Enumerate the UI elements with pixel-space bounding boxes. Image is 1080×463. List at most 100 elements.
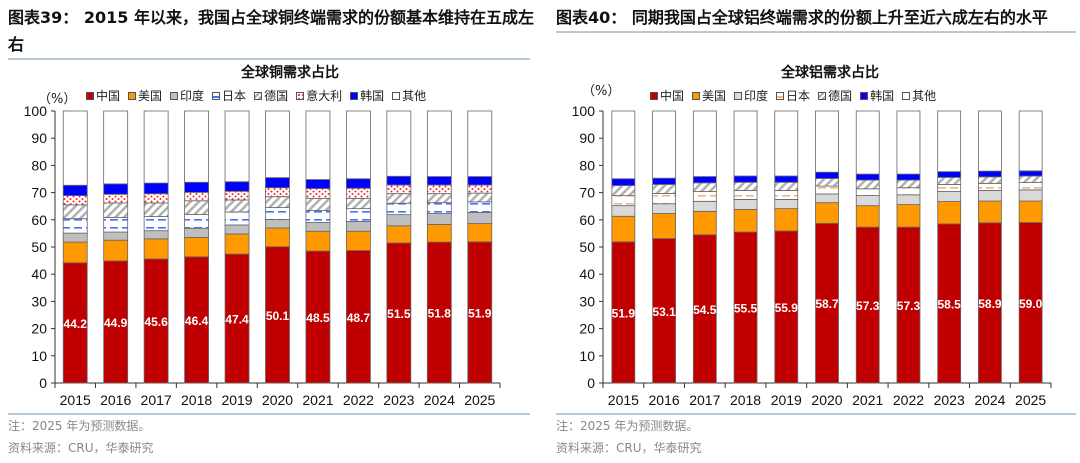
bar-segment-2025-日本 bbox=[467, 201, 493, 213]
bar-segment-2019-美国 bbox=[224, 233, 250, 255]
bar-segment-2017-印度 bbox=[692, 200, 717, 212]
bar-segment-2021-印度 bbox=[305, 222, 331, 232]
bar-segment-2017-美国 bbox=[143, 238, 169, 260]
bar-segment-2024-日本 bbox=[426, 202, 452, 214]
bar-segment-2015-印度 bbox=[62, 232, 88, 243]
right-figure-title: 图表40： 同期我国占全球铝终端需求的份额上升至近六成左右的水平 bbox=[556, 8, 1048, 27]
right-title-rule bbox=[556, 31, 1076, 33]
x-tick-label: 2023 bbox=[934, 392, 965, 408]
bar-segment-2018-韩国 bbox=[184, 181, 209, 193]
right-note: 注：2025 年为预测数据。 bbox=[556, 419, 699, 433]
bar-segment-2019-韩国 bbox=[774, 175, 799, 183]
bar-segment-2025-日本 bbox=[1018, 182, 1043, 191]
bar-segment-2021-日本 bbox=[855, 188, 880, 196]
bar-segment-2023-美国 bbox=[386, 225, 412, 244]
bar-segment-2023-其他 bbox=[937, 110, 962, 173]
bar-segment-2021-其他 bbox=[305, 110, 331, 180]
legend-item: 其他 bbox=[902, 87, 936, 104]
bar-segment-2018-美国 bbox=[733, 209, 758, 233]
legend-swatch bbox=[170, 91, 179, 100]
bar-segment-2025-印度 bbox=[1018, 189, 1043, 202]
x-tick-label: 2016 bbox=[649, 392, 680, 408]
y-tick-label: 0 bbox=[587, 375, 595, 391]
x-tick-label: 2022 bbox=[893, 392, 924, 408]
legend-swatch bbox=[128, 91, 137, 100]
x-tick-label: 2023 bbox=[383, 392, 414, 408]
bar-segment-2015-其他 bbox=[62, 110, 88, 186]
y-tick-label: 90 bbox=[31, 130, 47, 146]
data-label: 51.5 bbox=[387, 307, 411, 321]
bar-segment-2015-德国 bbox=[611, 185, 636, 196]
x-tick-label: 2020 bbox=[811, 392, 842, 408]
legend-swatch bbox=[734, 91, 743, 100]
bar-segment-2025-其他 bbox=[467, 110, 493, 177]
legend-label: 美国 bbox=[702, 89, 727, 103]
bar-segment-2021-韩国 bbox=[305, 179, 331, 189]
aluminum-chart: 0 10 20 30 40 50 60 70 80 90 100 2015 51.9 2016 53.1 20… bbox=[572, 103, 1052, 408]
bar-segment-2024-其他 bbox=[426, 110, 452, 177]
bar-segment-2019-德国 bbox=[774, 181, 799, 191]
bar-segment-2025-德国 bbox=[1018, 175, 1043, 183]
x-tick-label: 2016 bbox=[100, 392, 131, 408]
legend-item: 印度 bbox=[734, 87, 768, 104]
bar-segment-2016-印度 bbox=[652, 203, 676, 214]
x-tick-label: 2018 bbox=[181, 392, 212, 408]
x-tick-label: 2021 bbox=[302, 392, 333, 408]
left-source: 资料来源：CRU，华泰研究 bbox=[8, 441, 154, 455]
legend-label: 中国 bbox=[96, 89, 121, 103]
bar-segment-2015-印度 bbox=[611, 205, 636, 217]
legend-swatch bbox=[296, 91, 305, 100]
bar-segment-2022-韩国 bbox=[896, 173, 921, 181]
bar-segment-2020-日本 bbox=[265, 207, 290, 220]
y-tick-label: 30 bbox=[579, 293, 595, 309]
y-tick-label: 60 bbox=[31, 212, 47, 228]
bar-segment-2025-美国 bbox=[1018, 200, 1043, 223]
data-label: 44.2 bbox=[64, 317, 88, 331]
x-tick-label: 2024 bbox=[424, 392, 455, 408]
data-label: 57.3 bbox=[856, 299, 880, 313]
bar-segment-2019-其他 bbox=[224, 110, 250, 183]
data-label: 58.7 bbox=[815, 297, 839, 311]
bar-segment-2023-日本 bbox=[386, 202, 412, 216]
bar-segment-2024-意大利 bbox=[426, 184, 452, 195]
y-tick-label: 20 bbox=[31, 321, 47, 337]
legend-label: 韩国 bbox=[870, 89, 895, 103]
bar-segment-2022-意大利 bbox=[346, 187, 371, 199]
legend-swatch bbox=[692, 91, 701, 100]
y-tick-label: 80 bbox=[579, 157, 595, 173]
data-label: 48.5 bbox=[306, 311, 330, 325]
bar-segment-2022-印度 bbox=[346, 221, 371, 232]
bar-segment-2024-德国 bbox=[426, 193, 452, 204]
bar-segment-2018-日本 bbox=[733, 190, 758, 200]
bar-segment-2018-印度 bbox=[733, 198, 758, 210]
bar-segment-2025-印度 bbox=[467, 212, 493, 225]
bar-segment-2019-日本 bbox=[224, 211, 250, 226]
bar-segment-2016-意大利 bbox=[103, 193, 129, 204]
data-label: 57.3 bbox=[897, 299, 921, 313]
bar-segment-2024-日本 bbox=[978, 182, 1002, 191]
bar-segment-2024-中国 bbox=[426, 241, 452, 384]
y-tick-label: 40 bbox=[579, 266, 595, 282]
bar-segment-2022-印度 bbox=[896, 194, 921, 205]
bar-segment-2025-意大利 bbox=[467, 184, 493, 194]
legend-swatch bbox=[818, 91, 827, 100]
legend-item: 中国 bbox=[86, 87, 120, 104]
bar-segment-2018-韩国 bbox=[733, 175, 758, 183]
bar-segment-2023-美国 bbox=[937, 201, 962, 225]
legend-item: 德国 bbox=[254, 87, 288, 104]
bar-segment-2016-印度 bbox=[103, 231, 129, 241]
legend-item: 印度 bbox=[170, 87, 204, 104]
bar-segment-2023-其他 bbox=[386, 110, 412, 177]
legend-item: 日本 bbox=[212, 87, 246, 104]
bar-segment-2021-德国 bbox=[305, 198, 331, 211]
bar-segment-2019-意大利 bbox=[224, 190, 250, 201]
bar-segment-2024-印度 bbox=[426, 213, 452, 225]
bar-segment-2024-美国 bbox=[426, 224, 452, 243]
legend-swatch bbox=[212, 91, 221, 100]
x-tick-label: 2025 bbox=[1015, 392, 1046, 408]
legend-item: 意大利 bbox=[296, 87, 342, 104]
bar-segment-2023-印度 bbox=[386, 214, 412, 227]
bar-segment-2023-印度 bbox=[937, 191, 962, 202]
bar-segment-2023-韩国 bbox=[937, 171, 962, 178]
